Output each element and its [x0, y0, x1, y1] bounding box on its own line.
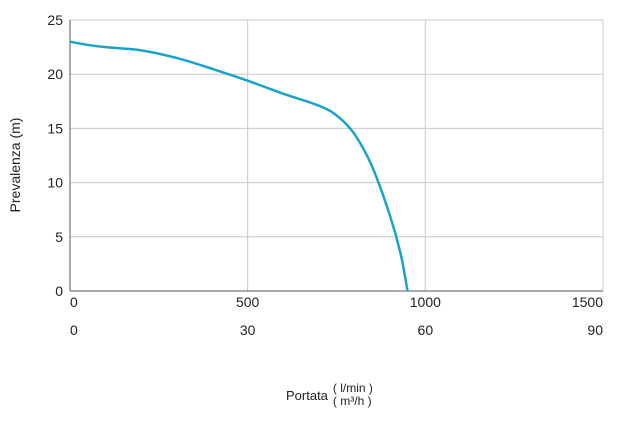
x-tick-label-secondary: 90 [587, 322, 603, 338]
y-tick-label: 15 [47, 120, 63, 136]
x-tick-label: 0 [70, 294, 78, 310]
y-tick-label: 25 [47, 12, 63, 28]
y-tick-label: 5 [55, 229, 63, 245]
y-axis-label: Prevalenza (m) [7, 118, 23, 213]
x-tick-label-secondary: 60 [418, 322, 434, 338]
x-tick-label: 1000 [410, 294, 441, 310]
x-tick-label: 500 [236, 294, 260, 310]
series-line [69, 40, 409, 292]
y-tick-label: 10 [47, 175, 63, 191]
x-tick-label-secondary: 30 [240, 322, 256, 338]
y-tick-label: 0 [55, 283, 63, 299]
y-tick-labels: 0 5 10 15 20 25 [47, 12, 63, 299]
chart-axes [69, 20, 603, 292]
chart-grid [69, 19, 604, 292]
x-unit-primary: ( l/min ) [332, 381, 373, 395]
x-axis-label: Portata [286, 387, 328, 403]
x-tick-label: 1500 [572, 294, 603, 310]
x-axis-units: ( l/min ) ( m³/h ) [333, 382, 373, 408]
x-tick-labels: 0 0 500 30 1000 60 1500 90 [70, 294, 603, 338]
series-layer [69, 40, 409, 292]
y-tick-label: 20 [47, 66, 63, 82]
x-axis-label-group: Portata ( l/min ) ( m³/h ) [286, 382, 373, 408]
x-unit-secondary: ( m³/h ) [332, 394, 372, 408]
x-tick-label-secondary: 0 [70, 322, 78, 338]
